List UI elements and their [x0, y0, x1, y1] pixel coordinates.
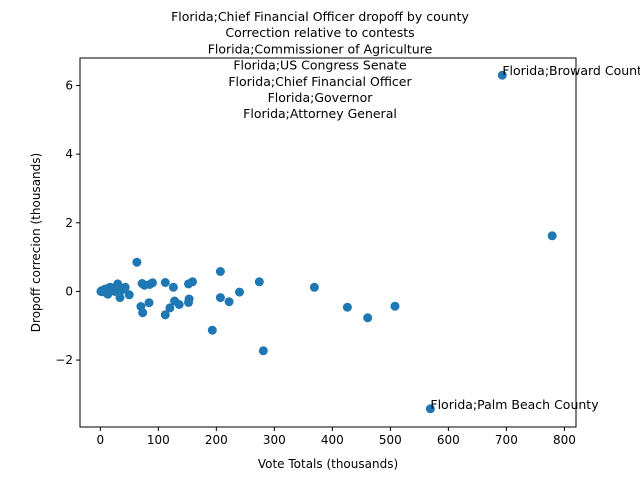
x-tick-label: 600 — [437, 433, 460, 447]
x-tick-label: 800 — [553, 433, 576, 447]
title-line: Florida;Attorney General — [243, 106, 397, 121]
data-point — [160, 278, 170, 287]
y-tick-label: 4 — [65, 147, 73, 161]
data-point — [497, 70, 507, 80]
title-line: Florida;Commissioner of Agriculture — [208, 41, 433, 56]
y-tick-label: −2 — [55, 353, 73, 367]
data-point — [124, 290, 134, 300]
annotation-label: Florida;Broward County — [502, 63, 640, 78]
y-tick-label: 0 — [65, 284, 73, 298]
chart-title: Florida;Chief Financial Officer dropoff … — [171, 9, 469, 121]
data-point — [96, 286, 106, 296]
data-point — [144, 298, 154, 308]
data-points — [96, 70, 557, 414]
data-point — [425, 404, 435, 414]
data-point — [363, 313, 373, 323]
title-line: Florida;Chief Financial Officer — [228, 74, 412, 89]
data-point — [115, 293, 125, 303]
x-tick-label: 300 — [263, 433, 286, 447]
data-point — [165, 303, 175, 313]
x-tick-label: 100 — [147, 433, 170, 447]
x-axis-ticks: 0 100 200 300 400 500 600 700 800 — [96, 427, 576, 447]
data-point — [137, 279, 147, 288]
x-tick-label: 700 — [495, 433, 518, 447]
title-line: Florida;Governor — [268, 90, 374, 105]
x-tick-label: 500 — [379, 433, 402, 447]
data-point — [170, 296, 180, 306]
data-point — [160, 310, 170, 320]
plot-frame — [79, 57, 577, 428]
data-point — [547, 231, 557, 241]
x-tick-label: 0 — [96, 433, 104, 447]
x-tick-label: 200 — [205, 433, 228, 447]
title-line: Florida;US Congress Senate — [233, 58, 407, 73]
title-line: Florida;Chief Financial Officer dropoff … — [171, 9, 469, 24]
data-point — [224, 297, 234, 307]
data-point — [342, 302, 352, 312]
data-point — [136, 302, 146, 311]
y-tick-label: 6 — [65, 78, 73, 92]
annotation-label: Florida;Palm Beach County — [430, 397, 599, 412]
x-axis-label: Vote Totals (thousands) — [258, 457, 398, 471]
data-point — [207, 325, 217, 335]
data-point — [168, 282, 178, 292]
data-point — [184, 279, 193, 289]
x-tick-label: 400 — [321, 433, 344, 447]
data-point — [215, 293, 225, 303]
y-axis-label: Dropoff correcion (thousands) — [29, 153, 43, 332]
title-line: Correction relative to contests — [225, 25, 414, 40]
data-point — [235, 287, 244, 297]
data-point — [215, 267, 225, 276]
data-point — [184, 297, 193, 307]
annotations: Florida;Broward County Florida;Palm Beach… — [430, 63, 640, 412]
y-axis-ticks: −2 0 2 4 6 — [55, 78, 80, 367]
data-point — [254, 277, 264, 287]
data-point — [258, 346, 268, 356]
data-point — [132, 257, 142, 267]
y-tick-label: 2 — [65, 216, 73, 230]
data-point — [309, 282, 319, 292]
data-point — [390, 301, 400, 311]
